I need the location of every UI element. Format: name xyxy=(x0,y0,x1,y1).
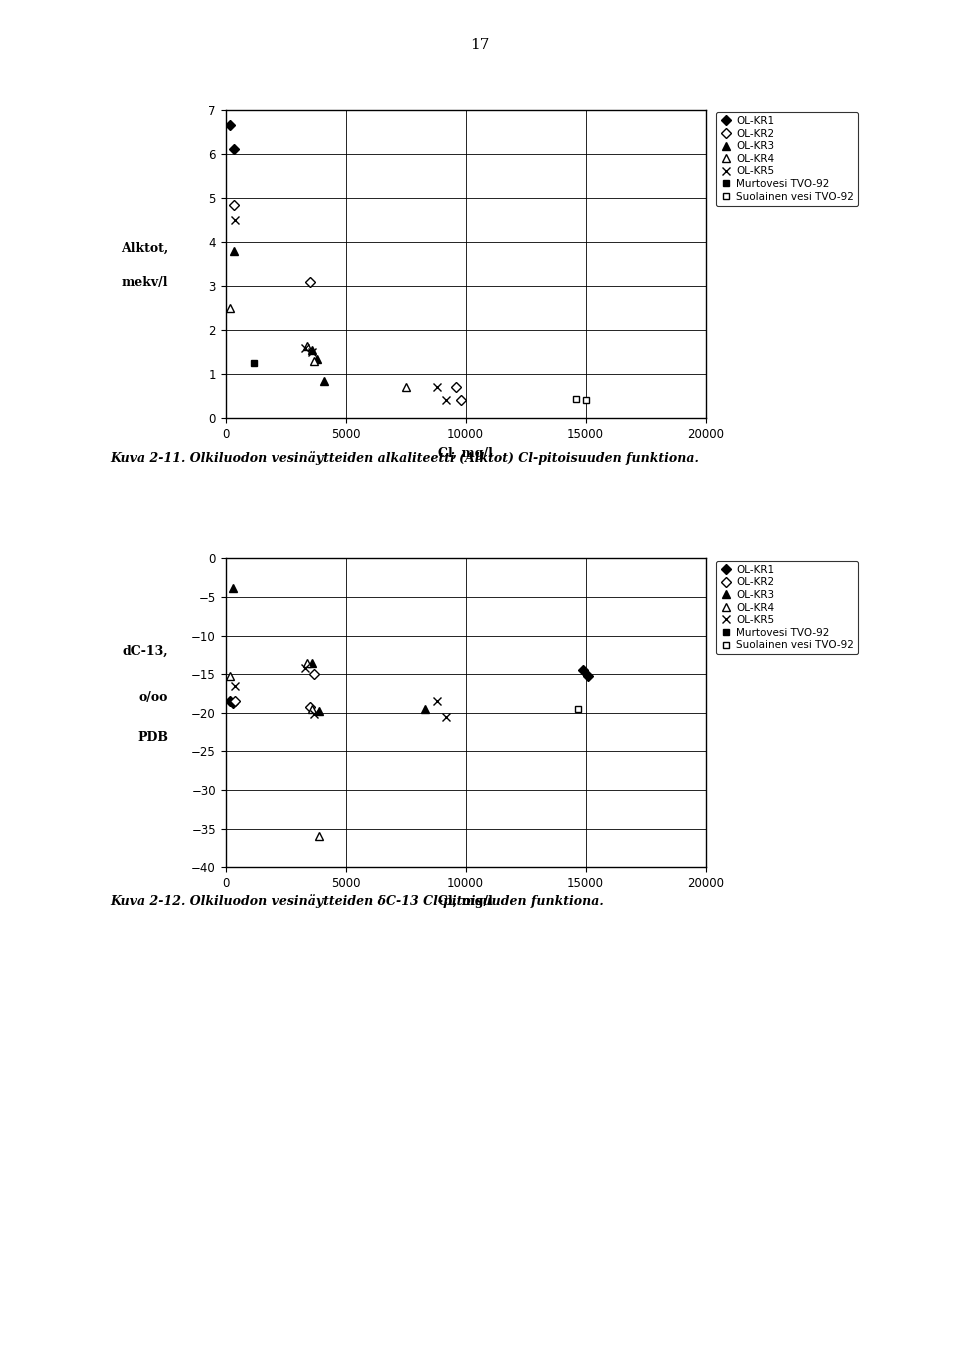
Legend: OL-KR1, OL-KR2, OL-KR3, OL-KR4, OL-KR5, Murtovesi TVO-92, Suolainen vesi TVO-92: OL-KR1, OL-KR2, OL-KR3, OL-KR4, OL-KR5, … xyxy=(715,113,858,206)
X-axis label: Cl, mg/l: Cl, mg/l xyxy=(438,447,493,460)
Text: mekv/l: mekv/l xyxy=(122,276,168,289)
Text: dC-13,: dC-13, xyxy=(122,645,168,657)
Text: PDB: PDB xyxy=(137,731,168,744)
Text: o/oo: o/oo xyxy=(138,691,168,704)
Text: Kuva 2-12. Olkiluodon vesinäytteiden δC-13 Cl-pitoisuuden funktiona.: Kuva 2-12. Olkiluodon vesinäytteiden δC-… xyxy=(110,895,604,908)
Text: 17: 17 xyxy=(470,38,490,52)
Text: Alktot,: Alktot, xyxy=(121,243,168,255)
X-axis label: Cl, mg/l: Cl, mg/l xyxy=(438,896,493,908)
Legend: OL-KR1, OL-KR2, OL-KR3, OL-KR4, OL-KR5, Murtovesi TVO-92, Suolainen vesi TVO-92: OL-KR1, OL-KR2, OL-KR3, OL-KR4, OL-KR5, … xyxy=(715,561,858,654)
Text: Kuva 2-11. Olkiluodon vesinäytteiden alkaliteetti (Alktot) Cl-pitoisuuden funkti: Kuva 2-11. Olkiluodon vesinäytteiden alk… xyxy=(110,451,699,465)
